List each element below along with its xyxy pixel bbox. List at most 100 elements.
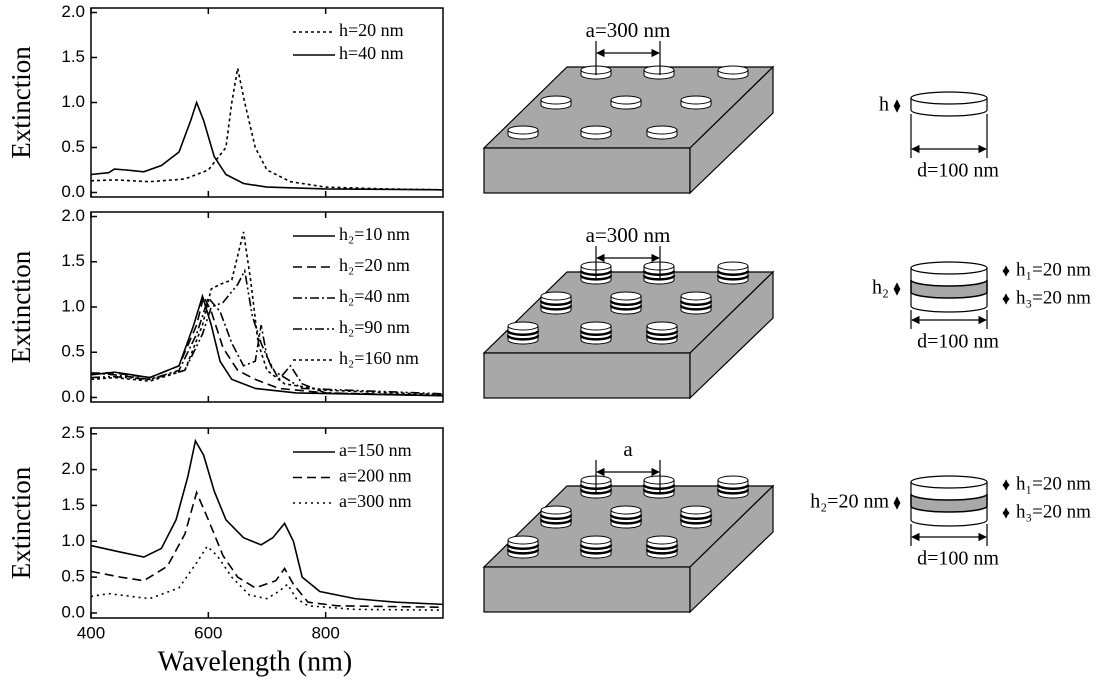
disk-layer <box>609 304 643 311</box>
disk-layer <box>506 544 540 550</box>
diameter-label: d=100 nm <box>917 331 999 353</box>
legend-label: a=150 nm <box>339 440 412 460</box>
series-line <box>90 100 444 191</box>
legend-label: h=20 nm <box>339 20 404 40</box>
disk-layer <box>716 484 750 490</box>
disk-top <box>646 321 678 331</box>
disk-layer <box>609 300 643 306</box>
disk-top <box>540 505 572 515</box>
y-tick-label: 2.0 <box>61 459 85 478</box>
disk-layer <box>642 488 676 495</box>
disk-layer <box>645 334 679 341</box>
disk-layer <box>539 518 573 525</box>
disk-top <box>717 261 749 271</box>
series-line <box>90 293 444 397</box>
y-tick-label: 1.5 <box>61 251 85 270</box>
top-layer-label: h₁=20 nm <box>1016 473 1091 494</box>
disk-layer <box>716 274 750 281</box>
legend-label: h₂=160 nm <box>339 348 419 368</box>
disk-top <box>507 125 539 135</box>
height-label: h₂=20 nm <box>810 491 889 513</box>
disk-top <box>643 65 675 75</box>
y-axis-label: Extinction <box>6 466 36 579</box>
disk-top <box>680 505 712 515</box>
height-label: h₂ <box>872 277 889 299</box>
disk-layer <box>539 300 573 306</box>
disk-layer <box>645 544 679 550</box>
substrate-front <box>483 566 691 613</box>
height-label: h <box>879 94 889 116</box>
plot-frame <box>90 427 444 619</box>
y-tick-label: 2.0 <box>61 206 85 225</box>
bottom-layer-label: h₃=20 nm <box>1016 501 1091 522</box>
disk-top <box>646 125 678 135</box>
disk-layer <box>716 488 750 495</box>
disk-layer <box>609 514 643 520</box>
disk-layer <box>579 544 613 550</box>
disk-top <box>680 291 712 301</box>
legend-label: h₂=40 nm <box>339 286 410 306</box>
y-tick-label: 1.0 <box>61 531 85 550</box>
disk-top <box>507 535 539 545</box>
substrate-side <box>689 270 774 400</box>
disk-layer <box>539 304 573 311</box>
y-tick-label: 0.0 <box>61 602 85 621</box>
y-axis-label: Extinction <box>6 46 36 159</box>
diameter-label: d=100 nm <box>917 548 999 570</box>
disk-layer <box>642 270 676 276</box>
legend-label: a=300 nm <box>339 491 412 511</box>
x-axis-label: Wavelength (nm) <box>158 646 352 677</box>
legend-label: h=40 nm <box>339 43 404 63</box>
y-axis-label: Extinction <box>6 250 36 363</box>
side-disk-mid <box>910 279 988 299</box>
substrate-side <box>689 65 774 195</box>
disk-layer <box>506 330 540 336</box>
substrate-front <box>483 352 691 399</box>
disk-layer <box>579 334 613 341</box>
series-line <box>90 438 444 606</box>
y-tick-label: 0.0 <box>61 387 85 406</box>
disk-top <box>680 95 712 105</box>
series-line <box>90 490 444 609</box>
top-layer-label: h₁=20 nm <box>1016 259 1091 280</box>
disk-top <box>610 505 642 515</box>
disk-top <box>646 535 678 545</box>
disk-layer <box>645 548 679 555</box>
x-tick-label: 800 <box>311 623 339 642</box>
disk-layer <box>679 300 713 306</box>
series-line <box>90 296 444 397</box>
disk-top <box>507 321 539 331</box>
disk-top <box>580 321 612 331</box>
disk-layer <box>716 270 750 276</box>
disk-top <box>643 261 675 271</box>
disk-top <box>717 475 749 485</box>
disk-layer <box>642 274 676 281</box>
disk-top <box>580 125 612 135</box>
series-line <box>90 68 444 191</box>
y-tick-label: 0.5 <box>61 137 85 156</box>
legend-label: h₂=20 nm <box>339 255 410 275</box>
period-label: a=300 nm <box>586 223 671 247</box>
series-line <box>90 545 444 611</box>
legend-label: a=200 nm <box>339 466 412 486</box>
legend-label: h₂=10 nm <box>339 224 410 244</box>
substrate-side <box>689 484 774 614</box>
disk-layer <box>539 514 573 520</box>
y-tick-label: 0.5 <box>61 567 85 586</box>
period-label: a=300 nm <box>586 18 671 42</box>
y-tick-label: 1.0 <box>61 92 85 111</box>
disk-layer <box>506 334 540 341</box>
disk-layer <box>579 548 613 555</box>
side-disk-top <box>910 91 988 105</box>
disk-top <box>580 535 612 545</box>
series-line <box>90 268 444 395</box>
disk-top <box>540 95 572 105</box>
disk-layer <box>679 304 713 311</box>
bottom-layer-label: h₃=20 nm <box>1016 287 1091 308</box>
y-tick-label: 1.0 <box>61 296 85 315</box>
side-disk-top <box>910 475 988 489</box>
disk-top <box>610 291 642 301</box>
disk-layer <box>609 518 643 525</box>
y-tick-label: 0.0 <box>61 182 85 201</box>
